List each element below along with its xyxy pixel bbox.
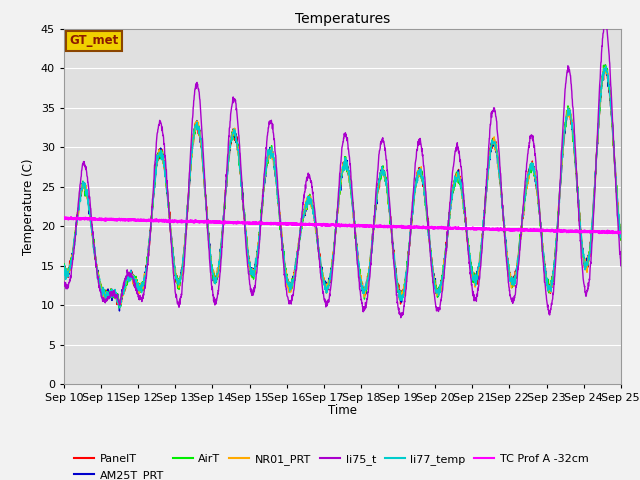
li75_t — [617, 263, 625, 269]
NR01_PRT — [568, 118, 575, 123]
NR01_PRT — [602, 63, 610, 69]
li77_temp — [116, 305, 124, 311]
li77_temp — [568, 125, 575, 131]
PanelT — [584, 261, 591, 267]
X-axis label: Time: Time — [328, 405, 357, 418]
AirT — [602, 62, 609, 68]
Line: AM25T_PRT: AM25T_PRT — [64, 65, 621, 311]
AirT — [568, 120, 575, 126]
AirT — [371, 211, 379, 216]
TC Prof A -32cm — [504, 227, 512, 232]
Legend: PanelT, AM25T_PRT, AirT, NR01_PRT, li75_t, li77_temp, TC Prof A -32cm: PanelT, AM25T_PRT, AirT, NR01_PRT, li75_… — [70, 450, 593, 480]
li75_t — [358, 303, 366, 309]
AM25T_PRT — [601, 62, 609, 68]
Line: AirT: AirT — [64, 65, 621, 308]
li77_temp — [504, 266, 512, 272]
AirT — [216, 259, 223, 265]
li75_t — [602, 19, 609, 24]
TC Prof A -32cm — [568, 228, 575, 234]
PanelT — [359, 290, 367, 296]
TC Prof A -32cm — [584, 228, 591, 234]
NR01_PRT — [371, 212, 379, 218]
NR01_PRT — [584, 264, 591, 270]
AirT — [504, 268, 512, 274]
AM25T_PRT — [60, 264, 68, 270]
li77_temp — [602, 63, 610, 69]
Title: Temperatures: Temperatures — [295, 12, 390, 26]
li77_temp — [617, 234, 625, 240]
li75_t — [584, 287, 591, 293]
AirT — [584, 265, 591, 271]
PanelT — [617, 237, 625, 243]
AM25T_PRT — [216, 262, 223, 267]
AirT — [359, 287, 367, 293]
li75_t — [397, 315, 404, 321]
TC Prof A -32cm — [359, 223, 367, 229]
PanelT — [568, 121, 575, 127]
TC Prof A -32cm — [60, 215, 68, 221]
PanelT — [601, 63, 609, 69]
li77_temp — [584, 260, 591, 265]
NR01_PRT — [617, 230, 625, 236]
PanelT — [216, 256, 223, 262]
AirT — [115, 305, 123, 311]
li75_t — [216, 279, 223, 285]
li75_t — [504, 280, 512, 286]
AM25T_PRT — [116, 308, 124, 314]
AM25T_PRT — [504, 267, 512, 273]
TC Prof A -32cm — [614, 230, 622, 236]
AirT — [60, 261, 68, 267]
AM25T_PRT — [371, 212, 379, 218]
PanelT — [116, 304, 124, 310]
TC Prof A -32cm — [371, 223, 379, 229]
Line: li77_temp: li77_temp — [64, 66, 621, 308]
NR01_PRT — [60, 267, 68, 273]
li77_temp — [216, 259, 223, 265]
Y-axis label: Temperature (C): Temperature (C) — [22, 158, 35, 255]
NR01_PRT — [359, 289, 367, 295]
AM25T_PRT — [617, 231, 625, 237]
TC Prof A -32cm — [67, 215, 75, 220]
li75_t — [60, 279, 68, 285]
PanelT — [371, 214, 379, 219]
NR01_PRT — [504, 265, 512, 271]
li77_temp — [60, 264, 68, 270]
PanelT — [60, 265, 68, 271]
Line: li75_t: li75_t — [64, 22, 621, 318]
li77_temp — [359, 288, 367, 294]
AM25T_PRT — [359, 286, 367, 292]
Line: PanelT: PanelT — [64, 66, 621, 307]
AM25T_PRT — [568, 120, 575, 126]
li77_temp — [371, 215, 379, 220]
NR01_PRT — [116, 304, 124, 310]
li75_t — [568, 89, 575, 95]
Line: TC Prof A -32cm: TC Prof A -32cm — [64, 217, 621, 233]
Line: NR01_PRT: NR01_PRT — [64, 66, 621, 307]
li75_t — [371, 214, 378, 219]
PanelT — [504, 261, 512, 267]
Text: GT_met: GT_met — [70, 35, 119, 48]
NR01_PRT — [216, 259, 223, 264]
TC Prof A -32cm — [617, 230, 625, 236]
AirT — [617, 237, 625, 243]
TC Prof A -32cm — [216, 219, 223, 225]
AM25T_PRT — [584, 261, 591, 267]
